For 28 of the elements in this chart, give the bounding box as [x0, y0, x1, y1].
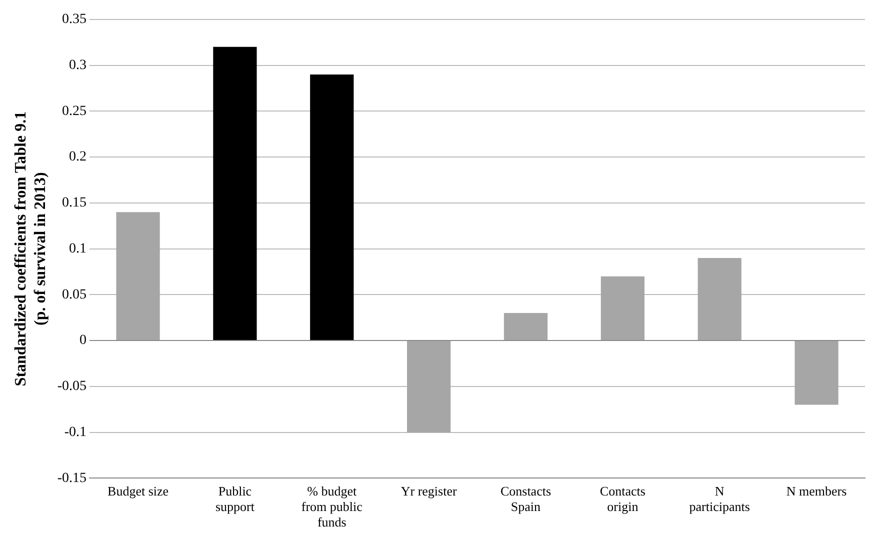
y-tick-label: -0.05 [57, 379, 87, 394]
bar [213, 46, 257, 340]
x-tick-label: N members [786, 483, 847, 498]
bar [310, 74, 354, 340]
x-tick-label: % budget from public funds [301, 483, 363, 530]
x-tick-label: Constacts Spain [500, 483, 552, 514]
bar [794, 341, 838, 405]
y-tick-label: 0.1 [69, 241, 87, 256]
x-tick-label: Budget size [108, 483, 169, 498]
y-tick-label: 0.2 [69, 150, 87, 165]
bar [600, 276, 644, 340]
y-tick-label: -0.15 [57, 470, 87, 486]
y-tick-label: 0 [80, 333, 87, 348]
bar [407, 341, 451, 432]
y-tick-label: -0.1 [64, 424, 87, 440]
y-tick-label: 0.35 [62, 12, 87, 28]
x-tick-label: Public support [215, 483, 255, 514]
y-tick-label: 0.05 [62, 287, 87, 302]
y-tick-label: 0.3 [69, 58, 87, 73]
x-tick-label: Yr register [400, 483, 458, 498]
x-tick-label: N participants [689, 483, 750, 514]
y-axis-title: Standardized coefficients from Table 9.1 (p. of survival in 2013) [12, 111, 49, 386]
bar [698, 258, 742, 340]
y-tick-label: 0.25 [62, 104, 87, 119]
bar [504, 313, 548, 340]
bar [116, 212, 160, 340]
x-tick-label: Contacts origin [600, 483, 646, 514]
y-tick-label: 0.15 [62, 196, 87, 211]
